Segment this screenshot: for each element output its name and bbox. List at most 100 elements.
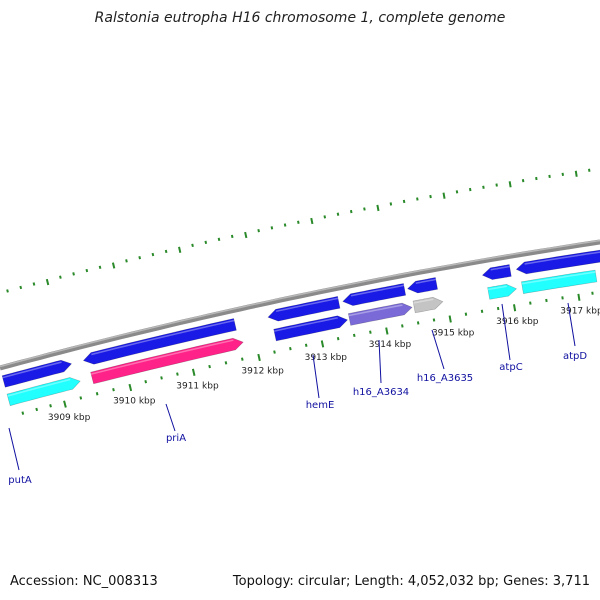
gene-heme-highlight (273, 317, 338, 332)
gene-pria (82, 318, 237, 365)
outer-ring-tick (217, 237, 221, 242)
minor-tick (95, 392, 99, 396)
outer-ring-tick (455, 190, 459, 194)
gene-label-pria: priA (166, 433, 186, 444)
gene-label-leader (8, 427, 20, 471)
outer-ring-tick (574, 170, 578, 177)
kbp-tick-label: 3913 kbp (305, 353, 348, 363)
gene-atpc-highlight (490, 265, 510, 271)
outer-ring-tick (376, 204, 380, 212)
kbp-tick-label: 3917 kbp (560, 307, 600, 317)
minor-tick (241, 357, 244, 361)
minor-tick (464, 312, 468, 316)
outer-ring-tick (230, 234, 234, 239)
kbp-tick (385, 327, 389, 335)
outer-ring-tick (270, 226, 274, 230)
minor-tick (273, 350, 276, 354)
gene-atpd-highlight (524, 251, 600, 265)
outer-ring-tick (191, 243, 194, 248)
outer-ring-tick (45, 278, 50, 286)
minor-tick (401, 324, 404, 328)
outer-ring-tick (32, 282, 36, 286)
backbone-line (0, 239, 600, 371)
minor-tick (21, 411, 25, 415)
minor-tick (160, 376, 163, 380)
accession-text: Accession: NC_008313 (10, 574, 158, 589)
kbp-tick (63, 400, 67, 408)
map-title: Ralstonia eutropha H16 chromosome 1, com… (94, 10, 506, 26)
outer-ring-tick (468, 187, 472, 192)
minor-tick (369, 330, 372, 334)
gene-label-leader (378, 339, 382, 384)
outer-ring-tick (138, 255, 142, 260)
gene-h16-a3634-highlight (348, 304, 403, 317)
minor-tick (336, 336, 340, 341)
gene-label-heme: hemE (306, 400, 335, 411)
outer-ring-tick (442, 192, 446, 199)
kbp-tick (191, 368, 196, 376)
outer-ring-tick (111, 262, 116, 269)
minor-tick (224, 361, 228, 365)
gene-pria (90, 337, 244, 385)
genome-summary-text: Topology: circular; Length: 4,052,032 bp… (232, 574, 590, 589)
backbone-layer (0, 239, 600, 371)
outer-ring-tick (257, 228, 260, 233)
kbp-tick (320, 340, 325, 348)
outer-ring-tick (125, 259, 128, 263)
gene-puta (6, 377, 81, 407)
gene-h16-a3634 (347, 302, 413, 326)
gene-label-atpd: atpD (563, 351, 587, 362)
kbp-tick (448, 315, 452, 323)
gene-h16-a3635 (407, 277, 438, 294)
gene-h16-a3635-highlight (415, 278, 436, 284)
gene-puta-highlight (2, 361, 62, 379)
gene-pria-highlight (90, 339, 234, 375)
outer-ring-tick (482, 185, 485, 189)
outer-ring-tick (72, 272, 75, 276)
minor-tick (79, 396, 83, 400)
gene-label-puta: putA (8, 475, 32, 486)
outer-ring-tick (283, 223, 287, 227)
gene-heme (267, 296, 341, 322)
outer-ring-tick (297, 220, 300, 224)
gene-atpc-highlight (487, 285, 507, 291)
minor-tick (352, 333, 356, 338)
outer-ring-tick (59, 275, 62, 279)
outer-ring-tick (336, 212, 340, 216)
gene-label-leader (431, 329, 445, 370)
minor-tick (176, 372, 179, 376)
gene-h16-a3634-highlight (350, 284, 405, 297)
outer-ring-tick (244, 231, 248, 239)
genes-layer (1, 249, 600, 407)
outer-ring-tick (508, 181, 512, 188)
tick-layer: 3909 kbp 3910 kbp 3911 kbp 3912 kbp 3913 kbp… (6, 168, 600, 423)
gene-label-leader (165, 403, 176, 432)
gene-label-leader (312, 354, 320, 399)
outer-ring-tick (416, 197, 419, 201)
gene-puta (1, 359, 73, 388)
gene-atpd (521, 269, 598, 294)
gene-label-leader (501, 303, 511, 361)
outer-ring-tick (389, 202, 393, 206)
outer-ring-tick (310, 217, 314, 225)
gene-pria-highlight (91, 319, 235, 356)
kbp-tick-label: 3909 kbp (48, 413, 91, 423)
outer-ring-tick (98, 265, 102, 269)
outer-ring-tick (164, 249, 168, 254)
outer-ring-tick (151, 252, 155, 257)
gene-label-atpc: atpC (499, 362, 522, 373)
kbp-tick-label: 3911 kbp (176, 381, 219, 391)
kbp-tick (513, 304, 517, 312)
outer-ring-tick (363, 207, 366, 211)
gene-heme-highlight (275, 297, 339, 313)
kbp-tick (128, 383, 133, 392)
outer-ring-tick (323, 215, 327, 219)
gene-atpc (487, 283, 518, 300)
kbp-tick (577, 293, 581, 301)
outer-ring-tick (19, 285, 23, 290)
outer-ring-tick (85, 268, 89, 273)
minor-tick (289, 346, 292, 351)
minor-tick (112, 387, 115, 392)
gene-puta-highlight (7, 378, 71, 397)
